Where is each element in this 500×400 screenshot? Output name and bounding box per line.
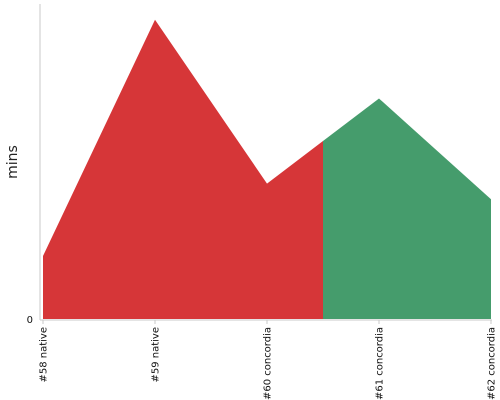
x-tick-label: #62 concordia [487, 327, 498, 400]
area-series [43, 19, 491, 320]
x-tick-label: #60 concordia [263, 327, 274, 400]
area-segment-1 [323, 98, 491, 319]
x-tick-label: #59 native [151, 327, 162, 383]
y-tick-label-0: 0 [27, 315, 33, 326]
y-axis-title: mins [5, 145, 21, 179]
x-tick-label: #61 concordia [375, 327, 386, 400]
area-segment-0 [43, 19, 323, 320]
x-tick-label: #58 native [39, 327, 50, 383]
x-axis-ticks: #58 native #59 native #60 concordia #61 con… [39, 320, 498, 400]
